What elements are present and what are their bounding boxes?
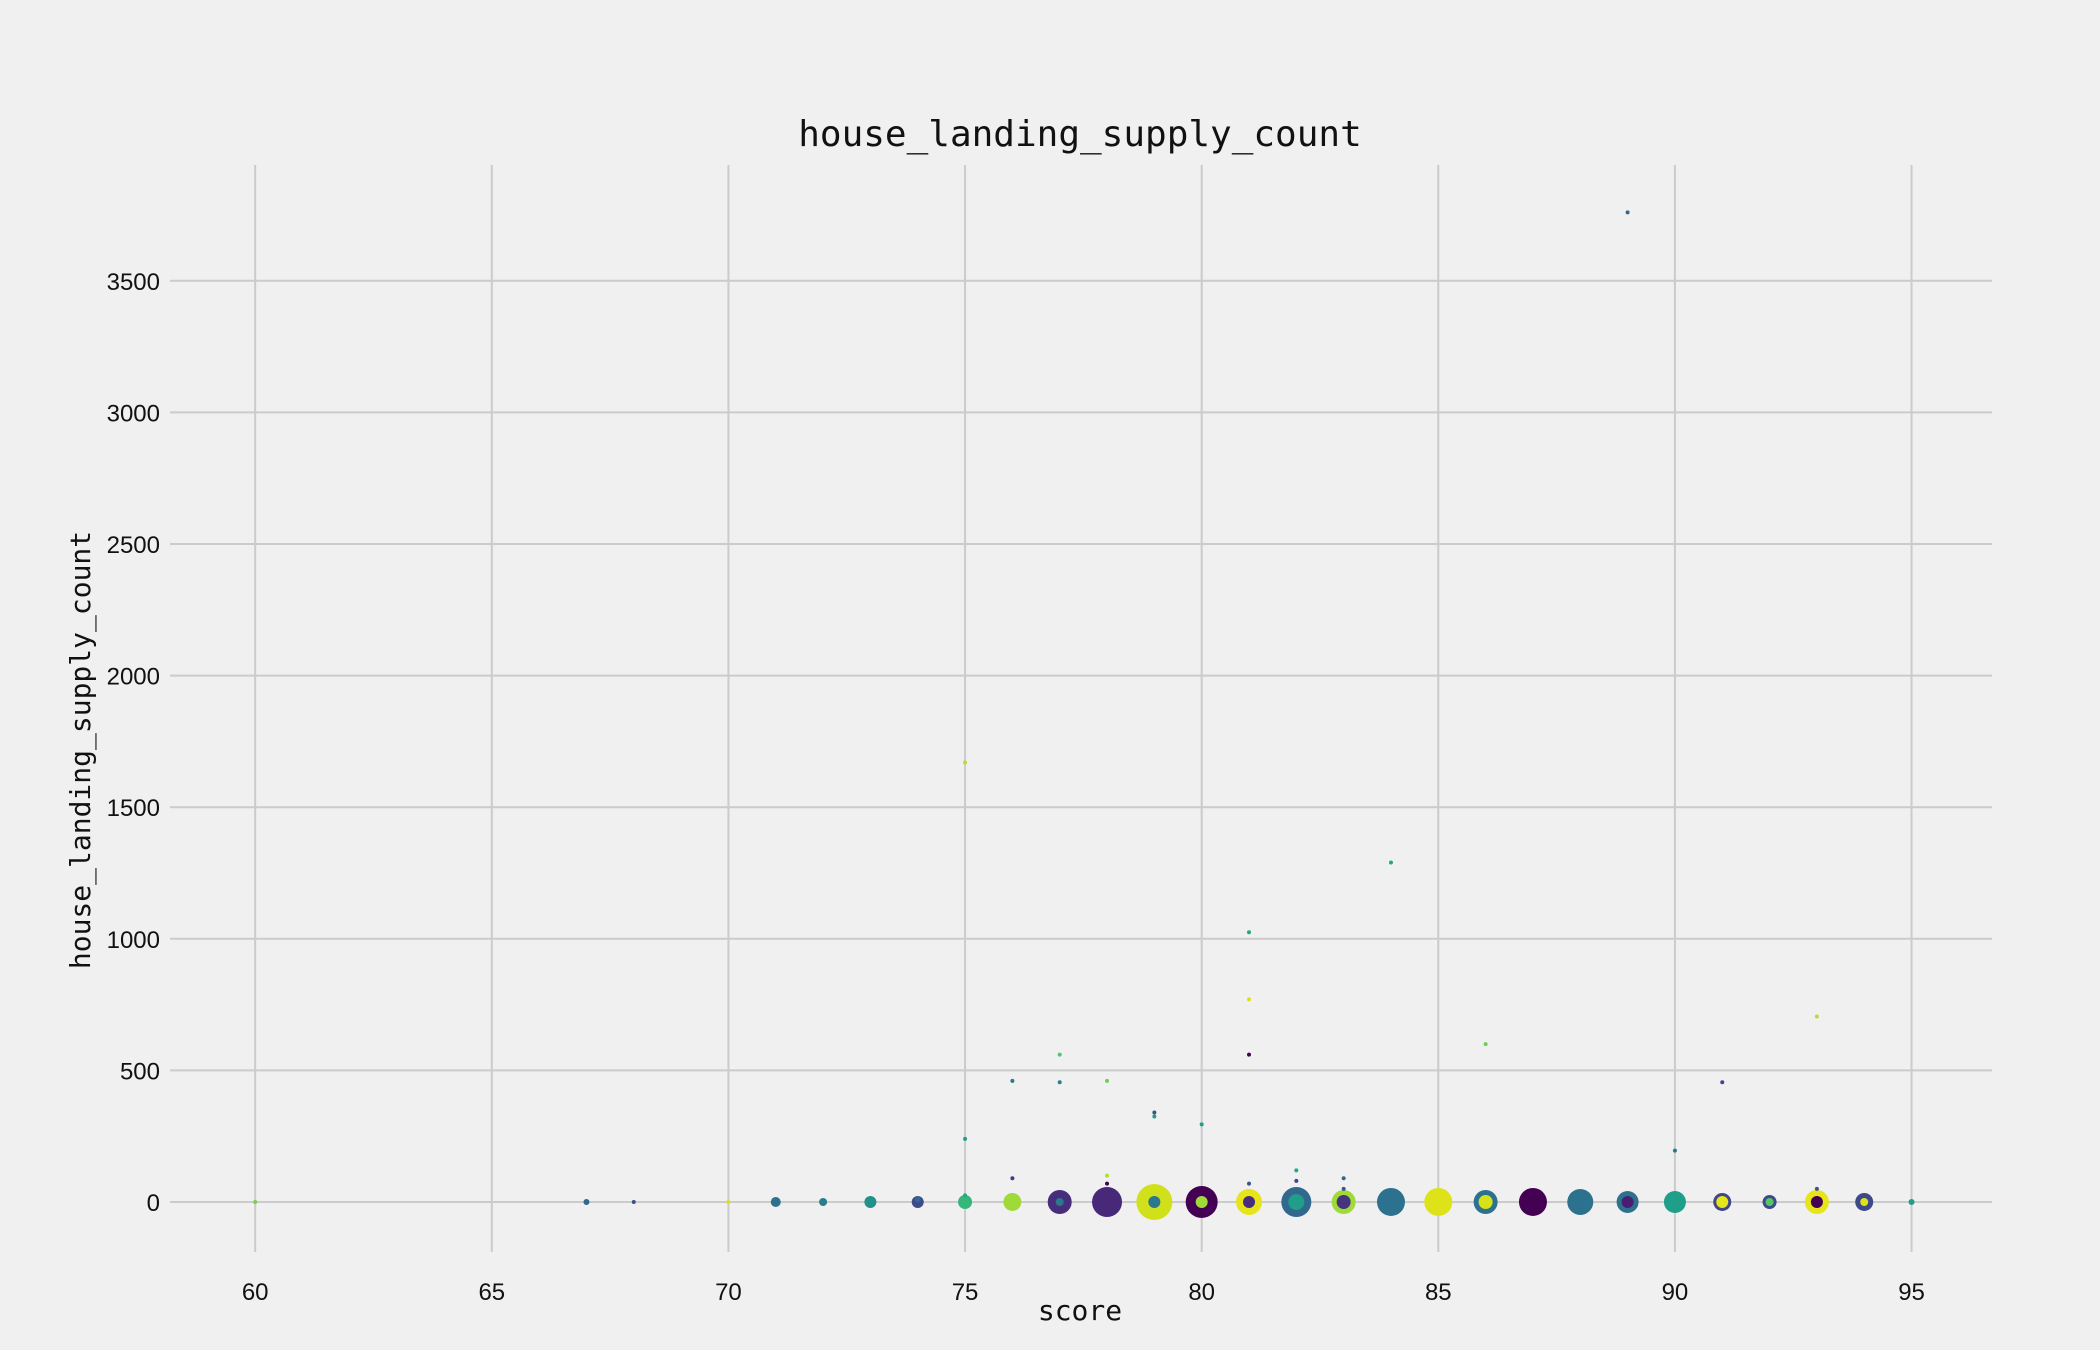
data-point bbox=[1057, 1052, 1062, 1057]
data-point bbox=[1518, 1187, 1547, 1216]
data-point bbox=[1716, 1195, 1729, 1208]
data-point bbox=[963, 1136, 968, 1141]
data-point bbox=[1860, 1197, 1869, 1206]
data-point bbox=[1814, 1014, 1819, 1019]
data-point bbox=[1672, 1148, 1677, 1153]
data-point bbox=[1478, 1194, 1493, 1209]
y-tick-label: 0 bbox=[147, 1190, 160, 1217]
data-point bbox=[1195, 1195, 1208, 1208]
data-point bbox=[1003, 1192, 1022, 1211]
y-tick-label: 1000 bbox=[107, 927, 160, 954]
data-point bbox=[1294, 1178, 1299, 1183]
data-point bbox=[631, 1199, 636, 1204]
y-tick-label: 3500 bbox=[107, 269, 160, 296]
data-point bbox=[1105, 1078, 1110, 1083]
x-tick-label: 75 bbox=[952, 1279, 979, 1306]
data-point bbox=[1247, 1052, 1252, 1057]
data-point bbox=[963, 760, 968, 765]
data-point bbox=[1105, 1181, 1110, 1186]
data-point bbox=[1908, 1198, 1915, 1205]
chart-title: house_landing_supply_count bbox=[798, 114, 1362, 155]
data-point bbox=[1010, 1176, 1015, 1181]
x-tick-label: 95 bbox=[1898, 1279, 1925, 1306]
data-point bbox=[1765, 1197, 1774, 1206]
data-point bbox=[1341, 1186, 1346, 1191]
data-point bbox=[1148, 1195, 1161, 1208]
y-tick-label: 2500 bbox=[107, 532, 160, 559]
data-point bbox=[1152, 1114, 1157, 1119]
data-point bbox=[1663, 1190, 1686, 1213]
data-point bbox=[1341, 1176, 1346, 1181]
data-point bbox=[1247, 1181, 1252, 1186]
data-point bbox=[864, 1195, 877, 1208]
data-point bbox=[583, 1198, 590, 1205]
data-point bbox=[1483, 1042, 1488, 1047]
x-tick-label: 60 bbox=[242, 1279, 269, 1306]
data-point bbox=[1288, 1193, 1305, 1210]
data-point bbox=[1567, 1188, 1594, 1215]
data-point bbox=[1243, 1195, 1256, 1208]
grid-lines bbox=[170, 165, 1992, 1252]
data-point bbox=[1057, 1080, 1062, 1085]
x-tick-label: 80 bbox=[1188, 1279, 1215, 1306]
data-point bbox=[1424, 1187, 1453, 1216]
y-tick-label: 3000 bbox=[107, 400, 160, 427]
y-axis-label: house_landing_supply_count bbox=[64, 531, 98, 969]
data-point bbox=[1199, 1122, 1204, 1127]
data-point bbox=[1010, 1078, 1015, 1083]
x-tick-label: 90 bbox=[1662, 1279, 1689, 1306]
x-tick-label: 65 bbox=[478, 1279, 505, 1306]
data-point bbox=[1621, 1195, 1634, 1208]
y-tick-label: 2000 bbox=[107, 664, 160, 691]
data-point bbox=[819, 1197, 828, 1206]
data-point bbox=[914, 1196, 921, 1203]
data-point bbox=[1105, 1173, 1110, 1178]
data-point bbox=[1625, 210, 1630, 215]
data-point bbox=[1388, 860, 1393, 865]
data-point bbox=[770, 1196, 781, 1207]
data-point bbox=[1720, 1080, 1725, 1085]
data-point bbox=[1247, 930, 1252, 935]
y-axis-tick-labels: 0 500 1000 1500 2000 2500 3000 3500 bbox=[107, 269, 160, 1217]
data-point bbox=[958, 1194, 973, 1209]
data-point bbox=[1092, 1186, 1123, 1217]
x-axis-tick-labels: 60 65 70 75 80 85 90 95 bbox=[242, 1279, 1925, 1306]
data-point bbox=[726, 1199, 731, 1204]
data-point bbox=[1336, 1194, 1351, 1209]
x-axis-label: score bbox=[1038, 1294, 1122, 1327]
data-point bbox=[1810, 1195, 1823, 1208]
data-point bbox=[253, 1199, 258, 1204]
data-point bbox=[1247, 997, 1252, 1002]
data-point bbox=[1152, 1110, 1157, 1115]
data-points bbox=[253, 210, 1915, 1220]
x-tick-label: 85 bbox=[1425, 1279, 1452, 1306]
data-point bbox=[1376, 1187, 1405, 1216]
y-tick-label: 1500 bbox=[107, 795, 160, 822]
data-point bbox=[963, 1193, 968, 1198]
data-point bbox=[1294, 1168, 1299, 1173]
data-point bbox=[1814, 1186, 1819, 1191]
data-point bbox=[1055, 1197, 1064, 1206]
y-tick-label: 500 bbox=[120, 1058, 160, 1085]
x-tick-label: 70 bbox=[715, 1279, 742, 1306]
